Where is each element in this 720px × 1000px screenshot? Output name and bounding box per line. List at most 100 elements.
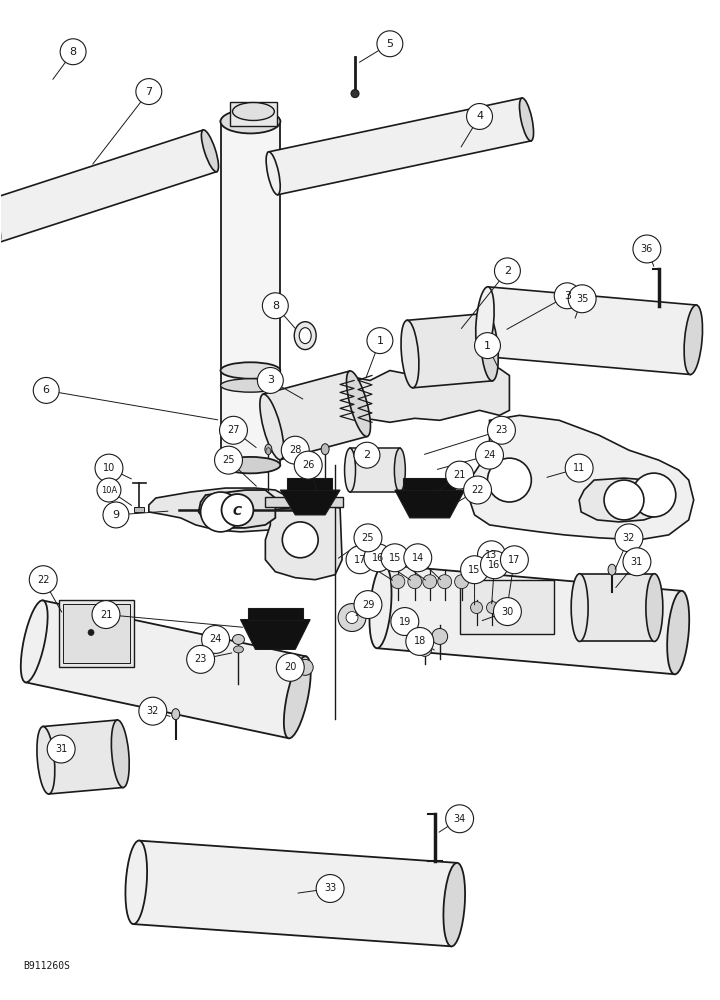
Ellipse shape <box>265 444 272 454</box>
Circle shape <box>604 480 644 520</box>
Circle shape <box>381 544 409 572</box>
Circle shape <box>446 805 474 833</box>
Circle shape <box>338 604 366 631</box>
Circle shape <box>346 546 374 574</box>
Polygon shape <box>579 478 669 522</box>
Circle shape <box>632 473 676 517</box>
Ellipse shape <box>220 110 280 133</box>
Circle shape <box>262 293 288 319</box>
Text: 21: 21 <box>454 470 466 480</box>
Text: 32: 32 <box>147 706 159 716</box>
Circle shape <box>103 502 129 528</box>
Circle shape <box>297 659 313 675</box>
Circle shape <box>60 39 86 65</box>
Circle shape <box>220 416 248 444</box>
Circle shape <box>139 697 167 725</box>
Circle shape <box>282 522 318 558</box>
Ellipse shape <box>220 379 280 392</box>
Polygon shape <box>407 313 492 388</box>
Text: 14: 14 <box>412 553 424 563</box>
Ellipse shape <box>667 591 689 674</box>
Text: 28: 28 <box>289 445 302 455</box>
Ellipse shape <box>321 444 329 455</box>
Text: 21: 21 <box>100 610 112 620</box>
Circle shape <box>391 575 405 589</box>
Circle shape <box>201 492 240 532</box>
Ellipse shape <box>401 320 419 388</box>
Circle shape <box>487 458 531 502</box>
Ellipse shape <box>646 574 663 641</box>
Ellipse shape <box>684 305 703 375</box>
Bar <box>266 497 343 507</box>
Ellipse shape <box>233 646 243 653</box>
Circle shape <box>354 524 382 552</box>
Text: 4: 4 <box>476 111 483 121</box>
Circle shape <box>464 476 492 504</box>
Circle shape <box>565 454 593 482</box>
Circle shape <box>92 601 120 629</box>
Polygon shape <box>0 130 217 242</box>
Text: 10: 10 <box>103 463 115 473</box>
Text: 16: 16 <box>372 553 384 563</box>
Circle shape <box>222 494 253 526</box>
Text: 17: 17 <box>508 555 521 565</box>
Text: 10A: 10A <box>101 486 117 495</box>
Ellipse shape <box>125 841 147 924</box>
Polygon shape <box>482 287 696 375</box>
Text: 15: 15 <box>469 565 481 575</box>
Circle shape <box>136 79 162 105</box>
Polygon shape <box>266 505 342 580</box>
Ellipse shape <box>351 90 359 98</box>
Circle shape <box>364 544 392 572</box>
Ellipse shape <box>202 130 218 172</box>
Polygon shape <box>469 415 693 540</box>
Circle shape <box>501 602 513 614</box>
Text: 20: 20 <box>284 662 297 672</box>
Ellipse shape <box>571 574 588 641</box>
Text: 30: 30 <box>501 607 513 617</box>
Circle shape <box>404 544 432 572</box>
Ellipse shape <box>346 371 371 437</box>
Ellipse shape <box>172 709 180 720</box>
Text: 29: 29 <box>361 600 374 610</box>
Text: 16: 16 <box>488 560 500 570</box>
Circle shape <box>97 478 121 502</box>
Polygon shape <box>133 841 457 946</box>
Ellipse shape <box>395 448 405 492</box>
Circle shape <box>615 524 643 552</box>
Text: C: C <box>233 505 242 518</box>
Polygon shape <box>350 448 400 492</box>
Text: 11: 11 <box>573 463 585 473</box>
Polygon shape <box>395 490 464 518</box>
Polygon shape <box>240 620 310 649</box>
Ellipse shape <box>480 313 498 381</box>
Ellipse shape <box>233 634 245 644</box>
Circle shape <box>33 377 59 403</box>
Bar <box>63 604 130 663</box>
Circle shape <box>48 735 75 763</box>
Polygon shape <box>320 366 510 422</box>
Ellipse shape <box>220 362 280 379</box>
Circle shape <box>454 575 469 589</box>
Text: 23: 23 <box>194 654 207 664</box>
Text: 1: 1 <box>377 336 384 346</box>
Circle shape <box>316 875 344 902</box>
Circle shape <box>423 575 437 589</box>
Text: 15: 15 <box>389 553 401 563</box>
Circle shape <box>377 31 402 57</box>
Circle shape <box>500 546 528 574</box>
Circle shape <box>408 575 422 589</box>
Circle shape <box>467 104 492 129</box>
Text: 31: 31 <box>631 557 643 567</box>
Text: 6: 6 <box>42 385 50 395</box>
Circle shape <box>282 436 309 464</box>
Circle shape <box>487 602 498 614</box>
Polygon shape <box>220 121 280 465</box>
Text: 3: 3 <box>564 291 571 301</box>
Text: 27: 27 <box>228 425 240 435</box>
Text: 36: 36 <box>641 244 653 254</box>
Circle shape <box>88 629 94 635</box>
Text: 18: 18 <box>414 636 426 646</box>
Circle shape <box>294 451 322 479</box>
Ellipse shape <box>112 720 129 787</box>
